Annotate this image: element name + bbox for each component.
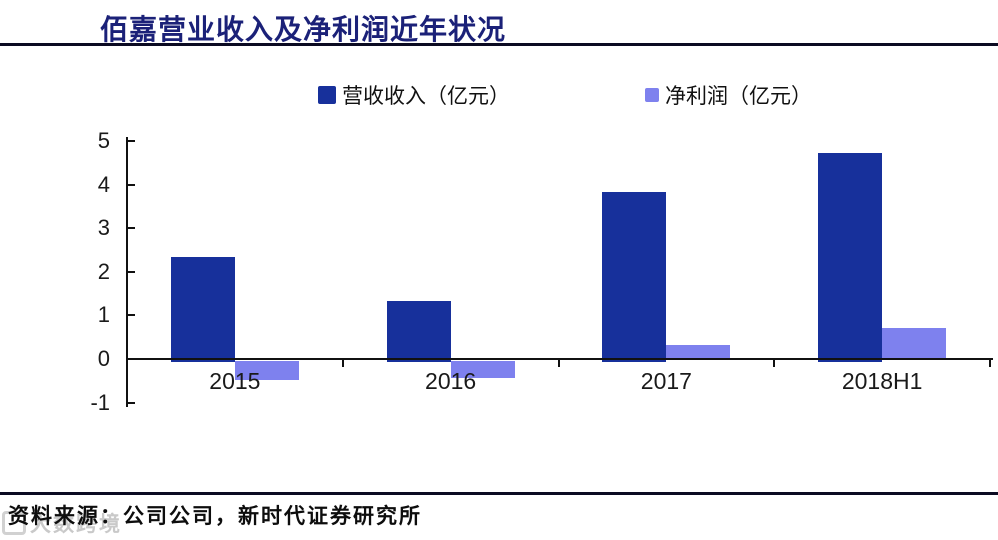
legend-item-revenue: 营收收入（亿元） [318,82,510,108]
legend-swatch-net-profit-icon [645,88,659,102]
bar-net-profit-2015 [234,361,299,381]
page-title: 佰嘉营业收入及净利润近年状况 [100,15,507,46]
x-axis-tick [557,359,560,367]
x-axis-label-2017: 2017 [640,368,692,394]
y-axis-tick [127,401,135,404]
x-axis-tick [773,359,776,367]
legend-item-net-profit: 净利润（亿元） [645,82,812,108]
x-axis-label-2016: 2016 [425,368,477,394]
legend-label-revenue: 营收收入（亿元） [342,84,510,108]
bar-revenue-2017 [602,192,667,362]
y-axis-tick-label: 2 [97,258,110,284]
y-axis-tick [127,227,135,230]
x-axis-tick [341,359,344,367]
bar-revenue-2016 [386,301,451,362]
watermark-text: 大数跨境 [30,513,122,536]
legend-swatch-revenue-icon [318,86,336,104]
source-note: 资料来源：公司公司，新时代证券研究所 [8,504,422,528]
y-axis-tick-label: 5 [97,128,110,153]
bar-revenue-2018H1 [818,153,883,362]
bar-net-profit-2018H1 [882,327,947,359]
y-axis-tick-label: 4 [97,171,110,197]
bar-net-profit-2017 [666,345,731,359]
y-axis-tick [127,140,135,142]
bar-net-profit-2016 [450,361,515,378]
x-axis-label-2018H1: 2018H1 [841,368,923,394]
watermark: 大数跨境 [2,508,122,538]
y-axis-tick-label: 0 [97,346,110,371]
x-axis-tick [989,359,991,367]
y-axis-tick [127,314,135,317]
footer-divider [0,492,998,495]
watermark-logo-icon [2,511,26,535]
legend-label-net-profit: 净利润（亿元） [665,84,812,108]
y-axis-tick [127,183,135,186]
y-axis-tick-label: 1 [97,302,110,328]
y-axis-tick-label: -1 [90,389,110,415]
y-axis-tick [127,270,135,273]
x-axis-label-2015: 2015 [209,368,261,394]
title-divider [0,43,998,46]
x-axis-baseline [126,358,993,360]
y-axis-tick-label: 3 [97,215,110,241]
bar-revenue-2015 [170,256,235,362]
